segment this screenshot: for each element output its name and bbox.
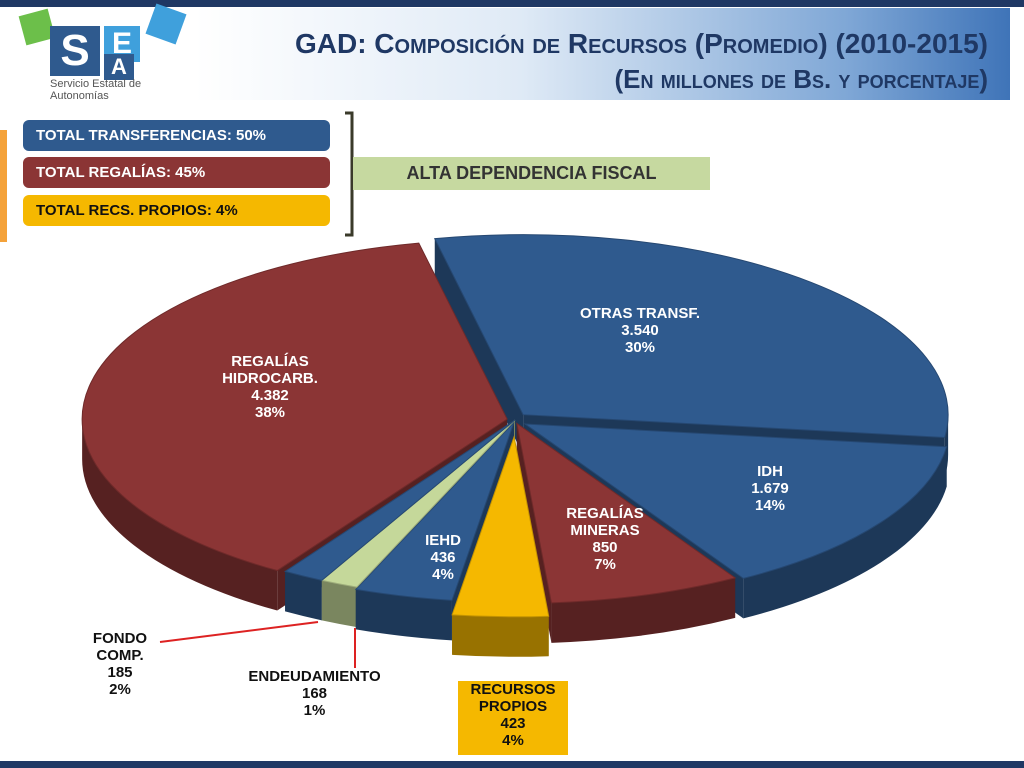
logo: S E A Servicio Estatal de Autonomías: [18, 3, 192, 108]
bracket: [345, 111, 354, 237]
logo-letter: S: [50, 26, 100, 76]
value-label: 168: [301, 685, 328, 702]
slice-side: [551, 577, 736, 643]
share-label: 30%: [624, 339, 656, 356]
slice-label: REGALÍAS MINERAS 850 7%: [550, 505, 660, 573]
category-label: IEHD: [425, 532, 461, 549]
share-label: 1%: [303, 702, 326, 719]
slice-side: [355, 589, 452, 641]
slice: [451, 434, 550, 618]
category-label: ENDEUDAMIENTO: [248, 668, 381, 685]
value-label: 4.382: [251, 387, 289, 404]
summary-item: TOTAL TRANSFERENCIAS: 50%: [23, 120, 330, 151]
value-label: 850: [592, 539, 618, 556]
slice-side: [285, 571, 322, 621]
slice-side: [321, 580, 357, 628]
slice-label: REGALÍAS HIDROCARB. 4.382 38%: [200, 353, 340, 421]
value-label: 3.540: [621, 322, 659, 339]
category-label: REGALÍAS MINERAS: [566, 505, 644, 539]
share-label: 38%: [254, 404, 286, 421]
slice: [516, 422, 737, 604]
title: GAD: Composición de Recursos (Promedio) …: [294, 28, 988, 59]
category-label: OTRAS TRANSF.: [580, 305, 700, 322]
slice: [81, 242, 508, 572]
share-label: 4%: [502, 732, 524, 749]
slice-label: FONDO COMP. 185 2%: [80, 630, 160, 698]
value-label: 436: [430, 549, 456, 566]
category-label: REGALÍAS HIDROCARB.: [222, 353, 318, 387]
slice-label: IEHD 436 4%: [410, 532, 476, 583]
share-label: 14%: [754, 497, 786, 514]
slice: [523, 423, 948, 579]
summary-item: TOTAL RECS. PROPIOS: 4%: [23, 195, 330, 226]
bottom-bar: [0, 761, 1024, 768]
slice-label: RECURSOS PROPIOS 423 4%: [458, 681, 568, 755]
share-label: 7%: [594, 556, 616, 573]
slice-side: [434, 238, 524, 455]
leader-line: [159, 621, 319, 643]
slice: [354, 421, 515, 601]
logo-text: Servicio Estatal de Autonomías: [50, 78, 142, 102]
slice-label: OTRAS TRANSF. 3.540 30%: [555, 305, 725, 356]
slice: [433, 234, 949, 438]
value-label: 423: [500, 715, 526, 732]
share-label: 2%: [109, 681, 131, 698]
share-label: 4%: [432, 566, 454, 583]
side-strip: [0, 130, 7, 242]
slice-label: ENDEUDAMIENTO 168 1%: [232, 668, 397, 719]
title-banner: GAD: Composición de Recursos (Promedio) …: [195, 8, 1010, 100]
logo-letter: A: [104, 54, 134, 80]
top-bar: [0, 0, 1024, 7]
category-label: IDH: [757, 463, 783, 480]
category-label: RECURSOS PROPIOS: [470, 681, 556, 715]
slice-side: [743, 446, 947, 619]
value-label: 1.679: [751, 480, 789, 497]
value-label: 185: [107, 664, 133, 681]
subtitle: (En millones de Bs. y porcentaje): [614, 64, 988, 94]
slice-side: [452, 614, 549, 657]
slice-label: IDH 1.679 14%: [725, 463, 815, 514]
slice-side: [82, 419, 278, 611]
category-label: FONDO COMP.: [92, 630, 148, 664]
bracket-line: [345, 111, 354, 237]
slice: [283, 419, 516, 581]
summary-item: TOTAL REGALÍAS: 45%: [23, 157, 330, 188]
note: ALTA DEPENDENCIA FISCAL: [353, 157, 710, 190]
